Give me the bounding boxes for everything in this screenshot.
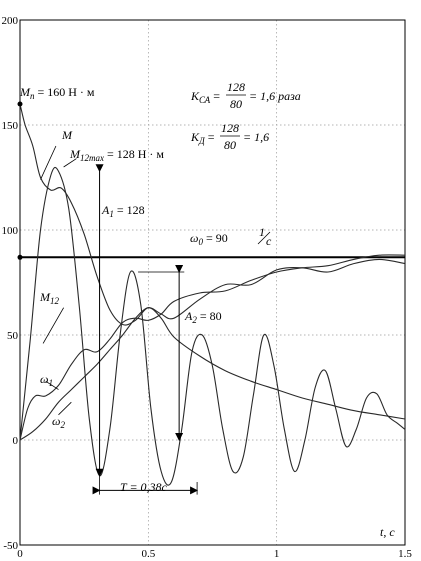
y-tick-label: -50 [3,540,18,552]
w1-label: ω1 [40,372,53,388]
ksa-formula: KСА = 128 80 = 1,6 раза [190,80,301,111]
y-tick-label: 100 [2,225,19,237]
mp-label: Mп = 160 Н · м [19,85,95,101]
y-tick-label: 50 [7,330,19,342]
svg-text:KД =: KД = [190,130,215,146]
series-w2-line [19,258,406,441]
m-label: M [61,128,73,142]
y-tick-label: 150 [2,120,19,132]
svg-text:c: c [266,234,272,248]
svg-text:80: 80 [224,138,236,152]
omega0-start-point [17,254,23,260]
w2-label-leader [58,401,72,416]
a1-label: A1 = 128 [101,203,145,219]
omega0-label: ω0 = 90 1 c [190,225,272,248]
svg-text:128: 128 [227,80,245,94]
w2-label: ω2 [52,414,65,430]
x-tick-label: 0 [17,548,23,560]
grid [20,20,405,545]
svg-text:= 1,6 раза: = 1,6 раза [249,89,301,103]
m12-label: M12 [39,290,60,306]
plot-frame [19,19,406,546]
m12max-label: M12max = 128 Н · м [69,147,164,163]
svg-text:1: 1 [259,225,265,239]
y-tick-label: 200 [2,15,19,27]
svg-text:= 1,6: = 1,6 [243,130,269,144]
x-tick-label: 0.5 [141,548,155,560]
w1-label-leader [45,380,59,390]
mp-start-point [17,101,23,107]
x-tick-label: 1.5 [398,548,412,560]
series-w1-line [19,254,406,441]
svg-text:80: 80 [230,97,242,111]
m12-label-leader [42,307,64,344]
m-label-leader [40,145,57,180]
svg-text:ω0 = 90: ω0 = 90 [190,231,228,247]
a2-label: A2 = 80 [184,309,222,325]
svg-text:KСА =: KСА = [190,89,220,105]
x-axis-label: t, c [380,525,395,539]
x-tick-label: 1 [274,548,280,560]
y-tick-label: 0 [13,435,19,447]
svg-text:128: 128 [221,121,239,135]
period-label: T = 0,38c [120,480,168,494]
series [19,103,406,486]
series-m12-line [19,166,406,486]
kd-formula: KД = 128 80 = 1,6 [190,121,269,152]
m12max-label-leader [63,158,77,168]
